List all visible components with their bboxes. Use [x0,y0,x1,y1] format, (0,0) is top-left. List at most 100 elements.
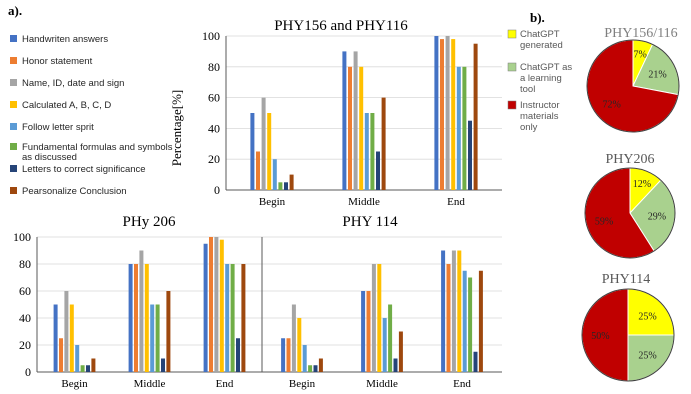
bar [75,345,80,372]
legend-a-label: Honor statement [22,56,93,67]
bar [225,264,230,372]
pie-1-title: PHY156/116 [604,26,677,41]
pie-phy114: PHY114 25% 25% 50% [581,272,675,382]
legend-b-label: materials [520,111,559,122]
y-tick-label: 100 [13,230,31,244]
legend-a-swatch [10,35,17,42]
bar [468,277,473,372]
bar [462,66,467,190]
pie-label: 25% [638,351,656,362]
bar [342,51,347,191]
legend-a-swatch [10,187,17,194]
bar [473,351,478,372]
legend-a-label: Letters to correct significance [22,164,146,175]
legend-a-swatch [10,79,17,86]
pie-outline [586,39,680,133]
pie-label: 21% [648,69,666,80]
bar [291,304,296,372]
bar [214,237,219,372]
pie-phy156-116: PHY156/116 7%21% 72% [586,26,680,133]
panel-a-label: a). [8,3,22,18]
chart-1-ylabel: Percentage[%] [169,90,184,167]
pie-label: 59% [595,217,613,228]
bar [250,113,255,190]
bar [281,338,286,372]
bar [236,338,240,372]
chart-2-title: PHy 206 [123,214,176,230]
x-tick-label: End [447,196,465,208]
chart-1-title: PHY156 and PHY116 [274,18,408,34]
bar [128,264,133,372]
legend-b-label: tool [520,84,535,95]
bar [353,51,358,191]
bar [219,239,224,372]
bar [445,36,450,190]
legend-a-label: Follow letter sprit [22,122,94,133]
bar [348,66,352,190]
bar [91,358,96,372]
chart-3-title: PHY 114 [342,214,398,230]
y-tick-label: 100 [202,29,220,43]
bar [308,365,313,372]
legend-b-label: only [520,122,538,133]
bar [478,270,483,372]
bar [441,250,446,372]
pie-label: 72% [603,100,621,111]
legend-a-label: Calculated A, B, C, D [22,100,111,111]
bar [64,291,69,372]
bar [440,39,444,190]
bar [286,338,291,372]
bar [381,97,386,190]
legend-b-label: generated [520,40,563,51]
panel-b-label: b). [530,10,545,25]
bar [230,264,235,372]
bar [457,250,462,372]
bar [267,113,272,190]
pie-3-title: PHY114 [602,272,651,287]
bar [256,151,260,190]
pie-label: 12% [633,179,651,190]
bar [69,304,74,372]
bar [209,237,213,372]
bar [446,264,451,372]
bar [364,113,369,190]
y-tick-label: 60 [19,284,31,298]
bar [388,304,393,372]
x-tick-label: Begin [289,378,316,390]
bar [134,264,138,372]
y-tick-label: 0 [214,183,220,197]
legend-b-label: Instructor [520,100,560,111]
legend-a: Handwriten answers Honor statement Name, I… [10,34,173,197]
pie-outline [584,167,676,259]
bar [203,243,208,372]
chart-phy114: PHY 114 Begin Middle End [261,214,502,390]
bar [80,365,85,372]
bar [297,318,302,372]
bar [366,291,371,372]
y-tick-label: 20 [208,152,220,166]
bar [473,43,478,191]
bar [313,365,318,372]
legend-b-label: ChatGPT as [520,62,572,73]
pie-outline [581,288,675,382]
bar [284,182,288,190]
bar [382,318,387,372]
bar [359,66,364,190]
legend-b-swatch [507,62,517,72]
pie-phy206: PHY206 12% 29% 59% [584,152,676,259]
y-tick-label: 40 [19,311,31,325]
bar [59,338,63,372]
legend-a-swatch [10,143,17,150]
y-tick-label: 40 [208,121,220,135]
bar [261,97,266,190]
legend-a-swatch [10,165,17,172]
bar [468,120,472,190]
bar [377,264,382,372]
x-tick-label: End [453,378,471,390]
y-tick-label: 0 [25,365,31,379]
bar [53,304,58,372]
pie-label: 25% [638,311,656,322]
legend-a-label: Handwriten answers [22,34,108,45]
